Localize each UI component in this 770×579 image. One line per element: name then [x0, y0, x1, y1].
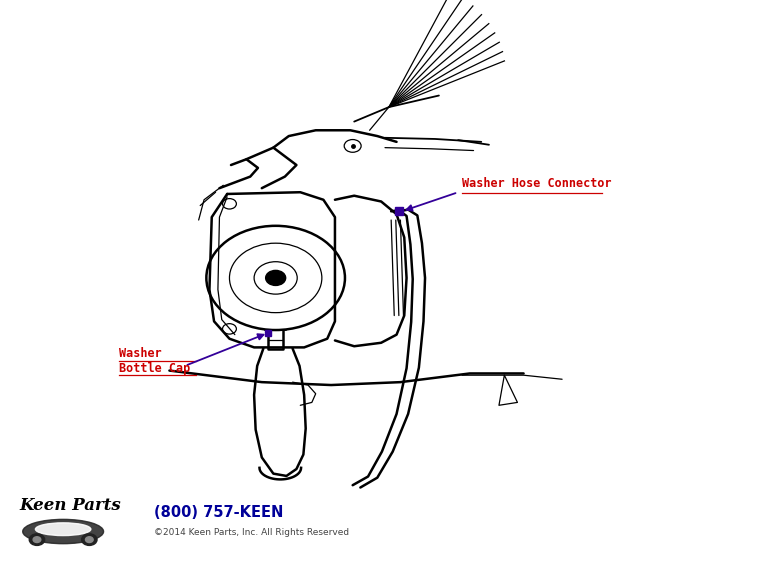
Circle shape	[85, 537, 93, 543]
Circle shape	[29, 534, 45, 545]
Circle shape	[33, 537, 41, 543]
Text: Keen Parts: Keen Parts	[19, 497, 121, 514]
Text: (800) 757-KEEN: (800) 757-KEEN	[154, 505, 283, 520]
Circle shape	[82, 534, 97, 545]
Ellipse shape	[35, 523, 91, 536]
Circle shape	[266, 270, 286, 285]
Ellipse shape	[23, 519, 103, 544]
Text: Washer Hose Connector: Washer Hose Connector	[462, 177, 611, 190]
Text: Washer: Washer	[119, 347, 162, 360]
Text: Bottle Cap: Bottle Cap	[119, 362, 191, 375]
Text: ©2014 Keen Parts, Inc. All Rights Reserved: ©2014 Keen Parts, Inc. All Rights Reserv…	[154, 528, 349, 537]
